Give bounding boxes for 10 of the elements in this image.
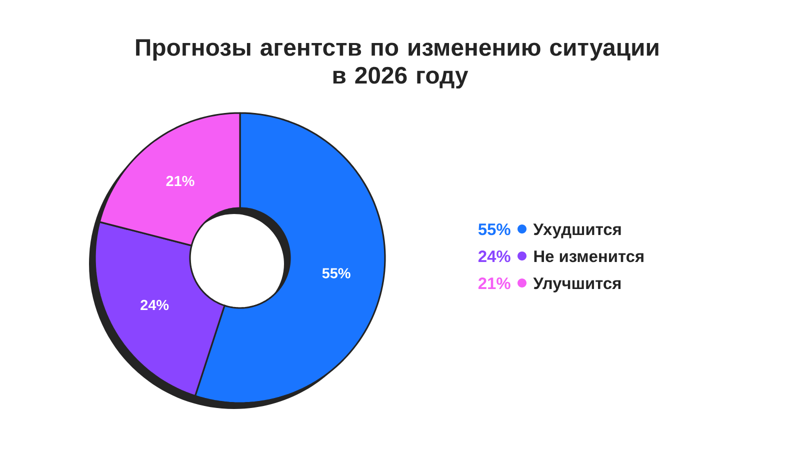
data-label: 24% [140, 300, 169, 310]
legend-label: Ухудшится [533, 224, 621, 238]
text: 24% [478, 250, 510, 262]
legend-label: Не изменится [534, 250, 644, 262]
chart-title: Прогнозы агентств по изменению ситуации в 2026 году [136, 39, 658, 89]
legend-label: Улучшится [533, 278, 621, 292]
text: 55% [478, 224, 510, 236]
data-label: 21% [166, 176, 194, 186]
data-label: 55% [322, 268, 350, 278]
text: 21% [478, 278, 510, 290]
